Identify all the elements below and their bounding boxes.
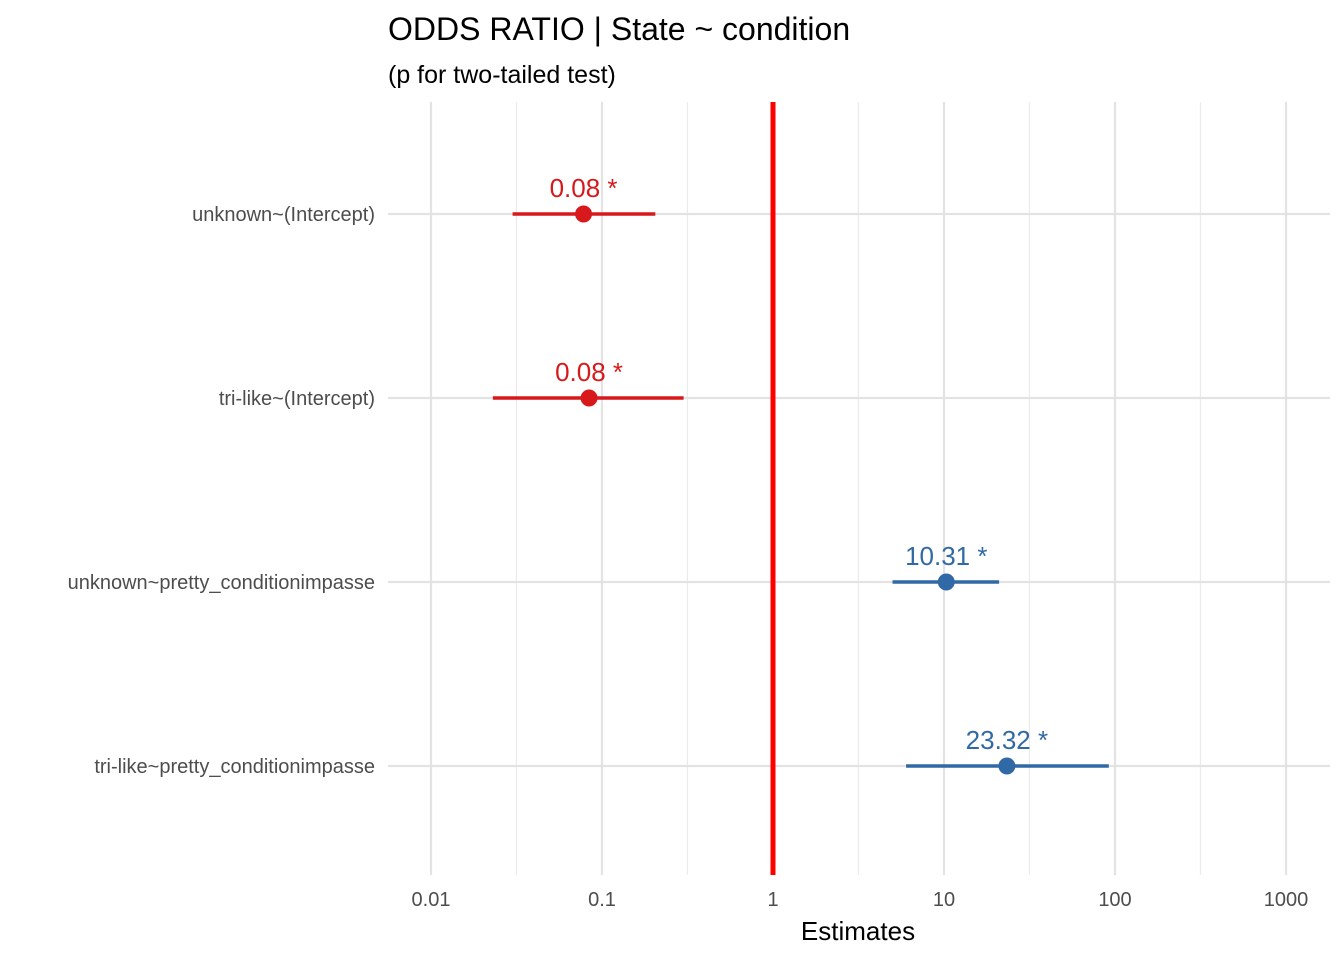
x-tick-label: 0.01 bbox=[412, 889, 451, 911]
y-axis: unknown~(Intercept) tri-like~(Intercept) u… bbox=[68, 204, 375, 778]
y-tick-label: tri-like~pretty_conditionimpasse bbox=[94, 756, 375, 778]
x-tick-label: 100 bbox=[1098, 889, 1131, 911]
x-tick-label: 1 bbox=[767, 889, 778, 911]
x-tick-label: 1000 bbox=[1264, 889, 1309, 911]
data-label: 23.32 * bbox=[966, 725, 1048, 755]
grid bbox=[388, 102, 1330, 875]
point-estimate bbox=[998, 757, 1016, 775]
point-estimate bbox=[580, 389, 598, 407]
x-axis: 0.01 0.1 1 10 100 1000 bbox=[412, 889, 1309, 911]
point-estimate bbox=[937, 573, 955, 591]
data-marks: 0.08 * 0.08 * 10.31 * 23.32 * bbox=[492, 173, 1109, 775]
y-tick-label: unknown~pretty_conditionimpasse bbox=[68, 572, 375, 594]
x-tick-label: 10 bbox=[933, 889, 955, 911]
y-tick-label: unknown~(Intercept) bbox=[192, 204, 375, 226]
data-label: 0.08 * bbox=[555, 357, 623, 387]
data-label: 10.31 * bbox=[905, 541, 987, 571]
point-estimate bbox=[575, 205, 593, 223]
chart-subtitle: (p for two-tailed test) bbox=[388, 61, 616, 89]
x-tick-label: 0.1 bbox=[588, 889, 616, 911]
data-label: 0.08 * bbox=[550, 173, 618, 203]
x-axis-label: Estimates bbox=[801, 916, 915, 946]
chart-title: ODDS RATIO | State ~ condition bbox=[388, 11, 850, 47]
y-tick-label: tri-like~(Intercept) bbox=[219, 388, 375, 410]
